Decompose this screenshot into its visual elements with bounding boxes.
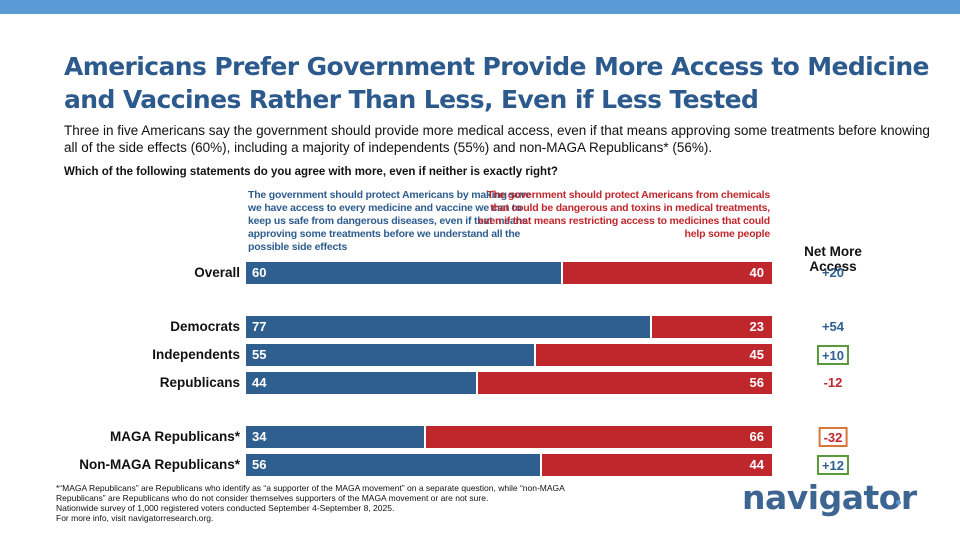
legend-less-access: The government should protect Americans … xyxy=(478,189,770,240)
bar-less-access-overall: 40 xyxy=(562,262,772,284)
page-title: Americans Prefer Government Provide More… xyxy=(64,52,930,114)
survey-question: Which of the following statements do you… xyxy=(64,166,558,178)
net-value-non-maga-republicans: +12 xyxy=(816,455,850,475)
footnotes: *“MAGA Republicans” are Republicans who … xyxy=(56,483,616,523)
net-column-header: Net More Access xyxy=(804,244,862,274)
bar-less-access-democrats: 23 xyxy=(652,316,772,338)
net-value-independents: +10 xyxy=(816,345,850,365)
bar-more-access-democrats: 77 xyxy=(246,316,651,338)
footnote-more-info: For more info, visit navigatorresearch.o… xyxy=(56,513,214,523)
row-label-maga-republicans: MAGA Republicans* xyxy=(109,429,240,444)
row-label-overall: Overall xyxy=(194,265,240,280)
net-value-overall: +20 xyxy=(821,265,845,280)
navigator-logo: navigator xyxy=(742,478,917,517)
bar-less-access-maga-republicans: 66 xyxy=(425,426,772,448)
bar-more-access-non-maga-republicans: 56 xyxy=(246,454,540,476)
legend-more-access: The government should protect Americans … xyxy=(248,189,531,253)
net-value-republicans: -12 xyxy=(823,375,843,390)
top-accent-bar xyxy=(0,0,960,14)
bar-more-access-independents: 55 xyxy=(246,344,535,366)
net-value-democrats: +54 xyxy=(821,319,845,334)
page-subtitle: Three in five Americans say the governme… xyxy=(64,123,930,155)
bar-more-access-overall: 60 xyxy=(246,262,561,284)
bar-less-access-republicans: 56 xyxy=(478,372,772,394)
row-label-independents: Independents xyxy=(152,347,240,362)
footnote-maga-definition: *“MAGA Republicans” are Republicans who … xyxy=(56,483,565,503)
bar-less-access-non-maga-republicans: 44 xyxy=(541,454,772,476)
bar-less-access-independents: 45 xyxy=(536,344,772,366)
net-value-maga-republicans: -32 xyxy=(818,427,848,447)
row-label-non-maga-republicans: Non-MAGA Republicans* xyxy=(79,457,240,472)
bar-more-access-maga-republicans: 34 xyxy=(246,426,424,448)
logo-dot xyxy=(896,500,901,505)
footnote-methodology: Nationwide survey of 1,000 registered vo… xyxy=(56,503,395,513)
bar-more-access-republicans: 44 xyxy=(246,372,477,394)
row-label-democrats: Democrats xyxy=(170,319,240,334)
row-label-republicans: Republicans xyxy=(159,375,240,390)
